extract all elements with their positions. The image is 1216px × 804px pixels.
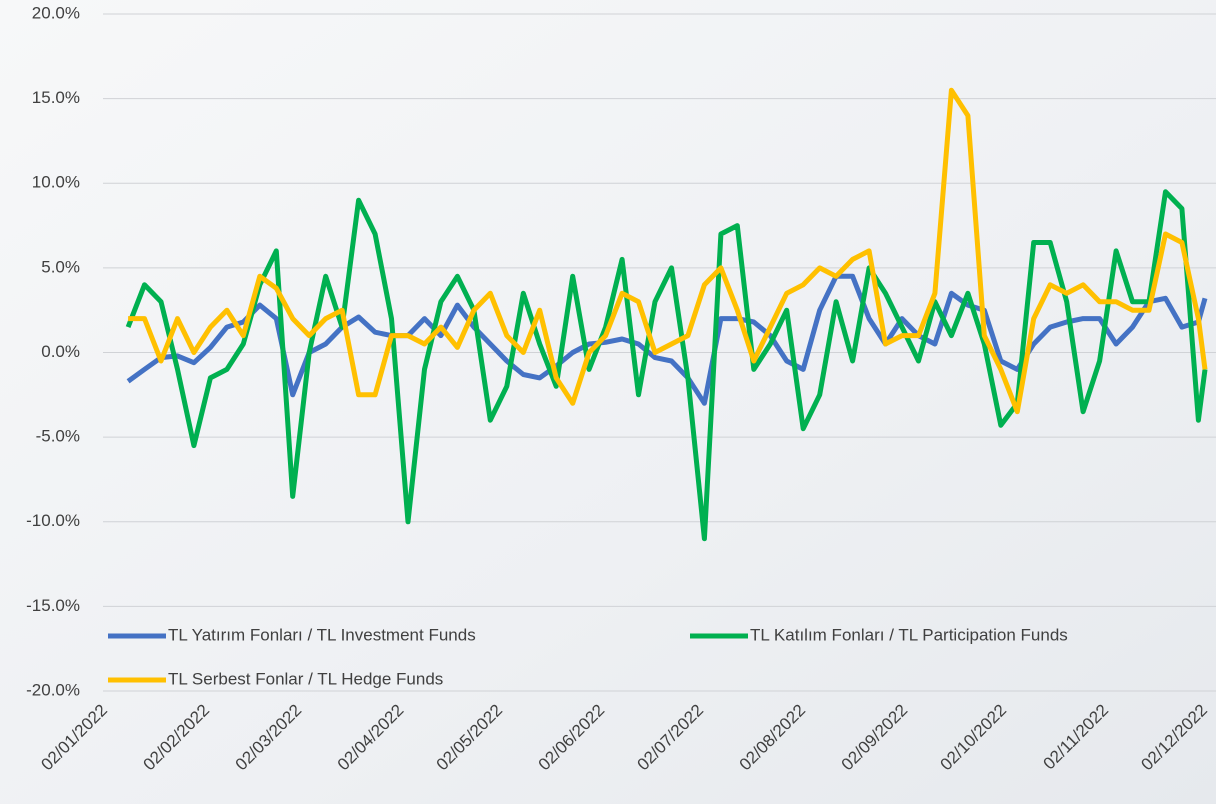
y-tick-label: 5.0%: [41, 257, 80, 276]
series-line: [125, 189, 1208, 542]
y-tick-label: -20.0%: [26, 680, 80, 699]
legend-label: TL Katılım Fonları / TL Participation Fu…: [750, 625, 1068, 644]
y-tick-label: 20.0%: [32, 3, 80, 22]
y-tick-label: -10.0%: [26, 511, 80, 530]
y-tick-label: -15.0%: [26, 596, 80, 615]
series-line: [128, 87, 1208, 415]
legend-label: TL Yatırım Fonları / TL Investment Funds: [168, 625, 476, 644]
legend-label: TL Serbest Fonlar / TL Hedge Funds: [168, 669, 443, 688]
y-tick-label: -5.0%: [36, 427, 80, 446]
y-tick-label: 10.0%: [32, 173, 80, 192]
y-tick-label: 15.0%: [32, 88, 80, 107]
y-tick-label: 0.0%: [41, 342, 80, 361]
